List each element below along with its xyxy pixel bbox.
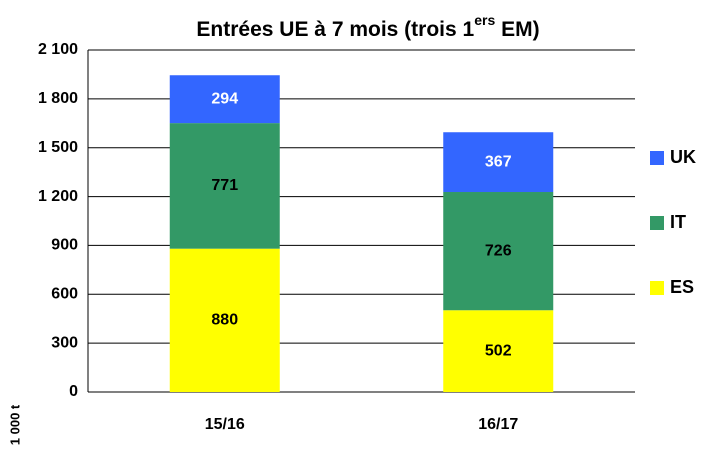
bar-segment (169, 75, 280, 124)
data-label: 367 (485, 153, 512, 170)
x-tick-label: 15/16 (205, 416, 245, 433)
legend-swatch (650, 281, 664, 295)
legend-swatch (650, 151, 664, 165)
y-tick-label: 0 (69, 383, 78, 400)
title-text: Entrées UE à 7 mois (trois 1 (196, 18, 474, 41)
y-tick-label: 300 (51, 334, 78, 351)
y-tick-label: 1 800 (38, 90, 78, 107)
data-label: 726 (485, 242, 512, 259)
legend-label: ES (670, 277, 694, 297)
data-label: 294 (211, 90, 238, 107)
chart-title: Entrées UE à 7 mois (trois 1ers EM) (196, 12, 539, 41)
bar-segment (169, 123, 280, 249)
legend-label: UK (670, 147, 696, 167)
legend-swatch (650, 216, 664, 230)
bar-segment (443, 132, 554, 193)
y-axis-label: 1 000 t (7, 404, 22, 445)
bar-segment (169, 248, 280, 392)
x-tick-label: 16/17 (478, 416, 518, 433)
title-superscript: ers (474, 12, 495, 28)
y-tick-label: 1 200 (38, 188, 78, 205)
title-suffix: EM) (495, 18, 539, 41)
bar-segment (443, 192, 554, 311)
y-tick-label: 2 100 (38, 41, 78, 58)
y-tick-label: 1 500 (38, 139, 78, 156)
bar-segment (443, 310, 554, 392)
y-tick-label: 900 (51, 237, 78, 254)
y-tick-label: 600 (51, 286, 78, 303)
data-label: 880 (211, 312, 238, 329)
legend-label: IT (670, 212, 686, 232)
data-label: 502 (485, 342, 512, 359)
data-label: 771 (211, 177, 238, 194)
